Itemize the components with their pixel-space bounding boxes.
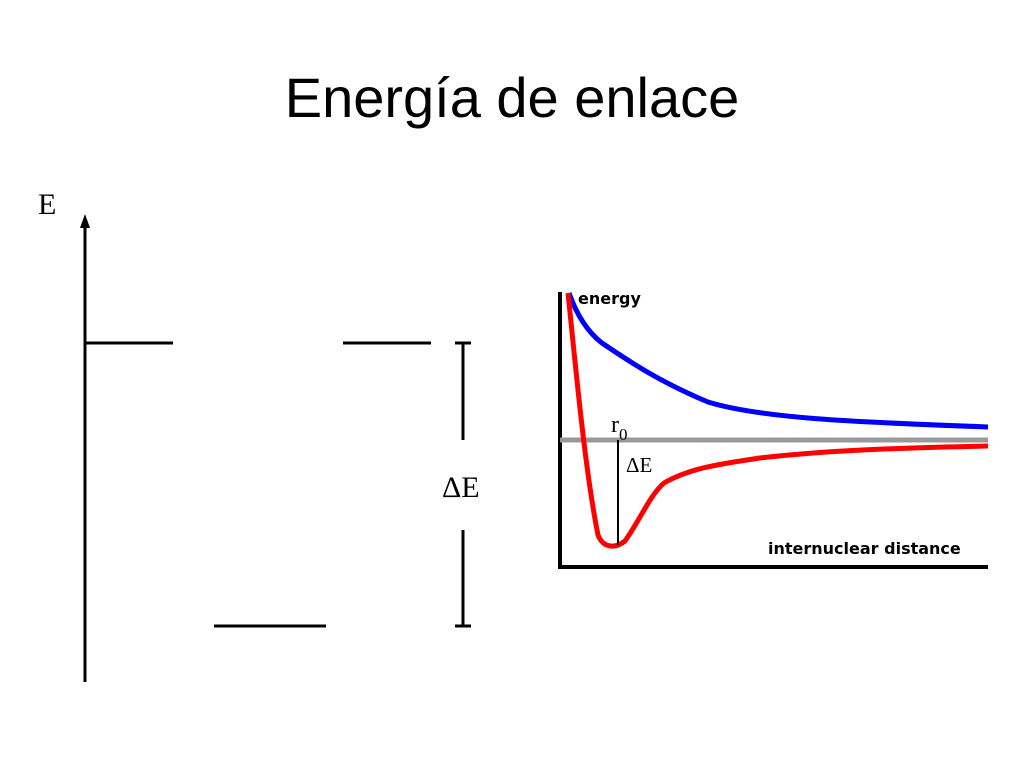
r0-label-subscript: 0 xyxy=(619,425,628,444)
r0-label: r0 xyxy=(611,412,628,444)
energy-axis-arrowhead xyxy=(80,214,90,228)
energy-level-diagram: E ΔE xyxy=(38,188,480,682)
potential-energy-plot: energy internuclear distance r0 ΔE xyxy=(558,289,989,569)
energy-axis-label: E xyxy=(38,188,56,221)
repulsive-curve xyxy=(566,292,989,430)
delta-e-label-curve: ΔE xyxy=(626,453,652,477)
plot-y-axis-label: energy xyxy=(578,289,641,308)
delta-e-label-levels: ΔE xyxy=(442,471,480,504)
plot-x-axis-label: internuclear distance xyxy=(768,539,961,558)
r0-label-main: r xyxy=(611,412,619,438)
bonding-curve xyxy=(565,292,989,549)
slide-title: Energía de enlace xyxy=(284,66,740,129)
